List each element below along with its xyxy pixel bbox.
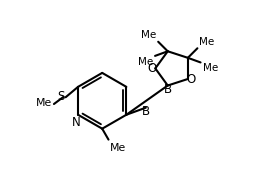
Text: Me: Me [36, 98, 52, 108]
Text: O: O [187, 73, 196, 86]
Text: Me: Me [138, 57, 153, 67]
Text: N: N [72, 116, 81, 129]
Text: O: O [147, 62, 156, 75]
Text: Me: Me [109, 143, 126, 153]
Text: Me: Me [202, 63, 218, 73]
Text: B: B [164, 83, 172, 96]
Text: B: B [141, 105, 150, 118]
Text: S: S [57, 90, 65, 103]
Text: Me: Me [141, 30, 157, 40]
Text: Me: Me [199, 37, 214, 47]
